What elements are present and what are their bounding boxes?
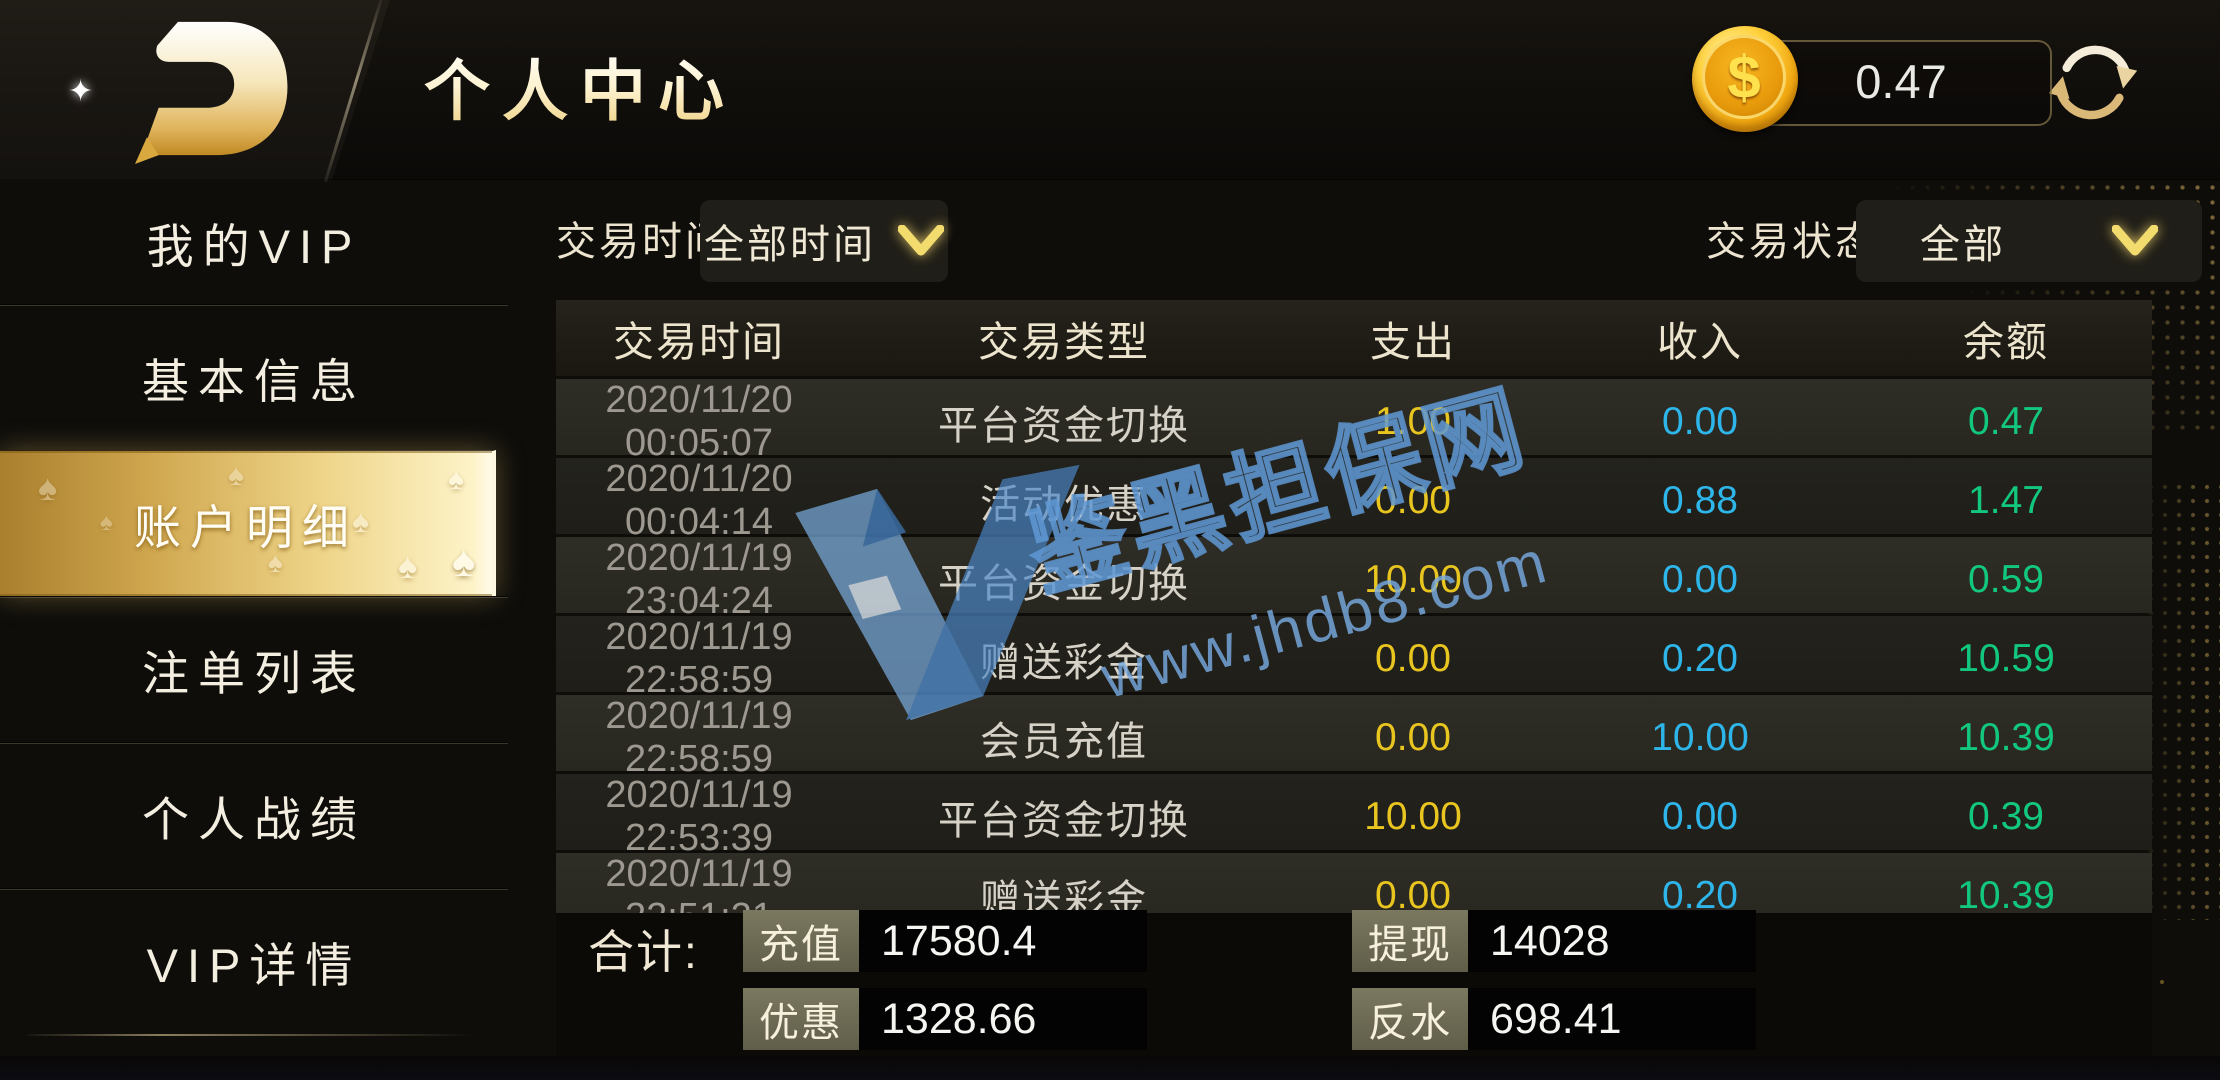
column-header-time: 交易时间 (613, 319, 785, 365)
column-header-expense: 支出 (1370, 319, 1456, 365)
cell-balance: 0.39 (1968, 795, 2044, 838)
spade-icon: ♠ (228, 459, 253, 492)
sidebar-bottom-divider (28, 1034, 474, 1036)
chevron-down-icon (2112, 225, 2158, 256)
cell-time: 2020/11/19 22:58:59 (605, 616, 793, 701)
column-header-balance: 余额 (1963, 319, 2049, 365)
top-bar: 个人中心 $ ✦ 0.47 (0, 0, 2220, 183)
cell-income: 0.00 (1662, 558, 1738, 601)
cell-expense: 1.00 (1375, 400, 1451, 443)
cell-time: 2020/11/20 00:04:14 (605, 458, 793, 543)
rebate-total-value: 698.41 (1468, 988, 1756, 1050)
coin-dollar-symbol: $ (1702, 35, 1786, 119)
table-row: 2020/11/19 22:53:39 平台资金切换 10.00 0.00 0.… (556, 774, 2152, 859)
cell-type: 活动优惠 (980, 483, 1148, 527)
cell-type: 会员充值 (980, 720, 1148, 764)
cell-balance: 10.39 (1957, 874, 2055, 913)
deposit-total-label: 充值 (743, 910, 859, 972)
cell-expense: 0.00 (1375, 874, 1451, 913)
cell-balance: 10.59 (1957, 637, 2055, 680)
spade-icon: ♠ (448, 463, 473, 496)
sidebar-item-label: 基本信息 (142, 355, 366, 408)
cell-expense: 0.00 (1375, 716, 1451, 759)
cell-expense: 0.00 (1375, 479, 1451, 522)
transaction-time-filter-label: 交易时间 (556, 220, 728, 264)
table-row: 2020/11/19 22:58:59 会员充值 0.00 10.00 10.3… (556, 695, 2152, 780)
cell-expense: 10.00 (1364, 795, 1462, 838)
cell-expense: 0.00 (1375, 637, 1451, 680)
page-title: 个人中心 (424, 0, 736, 180)
cell-type: 平台资金切换 (938, 799, 1190, 843)
cell-type: 赠送彩金 (980, 878, 1148, 913)
chevron-down-icon (898, 225, 944, 256)
cell-balance: 10.39 (1957, 716, 2055, 759)
table-row: 2020/11/19 22:51:21 赠送彩金 0.00 0.20 10.39 (556, 853, 2152, 913)
bottom-strip (0, 1056, 2220, 1080)
sidebar-item-personal-record[interactable]: 个人战绩 (0, 742, 508, 888)
sidebar-item-basic-info[interactable]: 基本信息 (0, 304, 508, 450)
total-label: 合计: (588, 926, 699, 978)
table-header-row: 交易时间 交易类型 支出 收入 余额 (556, 300, 2152, 376)
table-row: 2020/11/19 23:04:24 平台资金切换 10.00 0.00 0.… (556, 537, 2152, 622)
cell-income: 0.20 (1662, 637, 1738, 680)
cell-income: 0.20 (1662, 874, 1738, 913)
cell-income: 0.00 (1662, 400, 1738, 443)
bonus-total-value: 1328.66 (859, 988, 1147, 1050)
table-row: 2020/11/20 00:04:14 活动优惠 0.00 0.88 1.47 (556, 458, 2152, 543)
transaction-status-dropdown[interactable]: 全部 (1856, 200, 2202, 282)
sidebar-nav: 我的VIP 基本信息 ♠ ♠ ♠ ♠ ♠ ♠ ♠ ♠ 账户明细 注单列表 个人战… (0, 180, 508, 1040)
sidebar-item-bet-list[interactable]: 注单列表 (0, 596, 508, 742)
cell-balance: 0.59 (1968, 558, 2044, 601)
transaction-time-dropdown-value: 全部时间 (704, 223, 876, 267)
spade-icon: ♠ (38, 467, 67, 508)
cell-balance: 0.47 (1968, 400, 2044, 443)
cell-time: 2020/11/20 00:05:07 (605, 379, 793, 464)
cell-income: 0.88 (1662, 479, 1738, 522)
transaction-status-filter-label: 交易状态 (1706, 220, 1878, 264)
cell-time: 2020/11/19 23:04:24 (605, 537, 793, 622)
sidebar-item-account-details[interactable]: ♠ ♠ ♠ ♠ ♠ ♠ ♠ ♠ 账户明细 (0, 450, 496, 596)
balance-display: 0.47 (1750, 40, 2052, 126)
sidebar-item-label: 我的VIP (146, 219, 362, 273)
transaction-time-dropdown[interactable]: 全部时间 (700, 200, 948, 282)
cell-time: 2020/11/19 22:53:39 (605, 774, 793, 859)
spade-icon: ♠ (100, 509, 122, 536)
withdraw-total-value: 14028 (1468, 910, 1756, 972)
cell-type: 平台资金切换 (938, 404, 1190, 448)
sidebar-item-my-vip[interactable]: 我的VIP (0, 180, 508, 304)
app-logo-icon (135, 21, 288, 164)
rebate-total-label: 反水 (1352, 988, 1468, 1050)
coin-icon: $ (1692, 26, 1798, 132)
cell-type: 赠送彩金 (980, 641, 1148, 685)
cell-balance: 1.47 (1968, 479, 2044, 522)
cell-income: 10.00 (1651, 716, 1749, 759)
refresh-button[interactable] (2046, 34, 2140, 128)
sidebar-item-label: 账户明细 (134, 501, 358, 554)
transaction-status-dropdown-value: 全部 (1920, 223, 2006, 267)
withdraw-total-label: 提现 (1352, 910, 1468, 972)
cell-income: 0.00 (1662, 795, 1738, 838)
transaction-list: 2020/11/20 00:05:07 平台资金切换 1.00 0.00 0.4… (556, 379, 2152, 913)
cell-time: 2020/11/19 22:58:59 (605, 695, 793, 780)
bonus-total-label: 优惠 (743, 988, 859, 1050)
sidebar-item-label: 个人战绩 (142, 793, 366, 846)
cell-type: 平台资金切换 (938, 562, 1190, 606)
cell-time: 2020/11/19 22:51:21 (605, 853, 793, 913)
table-row: 2020/11/19 22:58:59 赠送彩金 0.00 0.20 10.59 (556, 616, 2152, 701)
sidebar-item-vip-details[interactable]: VIP详情 (0, 888, 508, 1034)
deposit-total-value: 17580.4 (859, 910, 1147, 972)
coin-sparkle-icon: ✦ (68, 75, 94, 108)
column-header-income: 收入 (1657, 319, 1743, 365)
column-header-type: 交易类型 (978, 319, 1150, 365)
spade-icon: ♠ (452, 537, 485, 586)
sidebar-item-label: VIP详情 (146, 939, 362, 992)
cell-expense: 10.00 (1364, 558, 1462, 601)
spade-icon: ♠ (398, 545, 427, 586)
table-row: 2020/11/20 00:05:07 平台资金切换 1.00 0.00 0.4… (556, 379, 2152, 464)
sidebar-item-label: 注单列表 (142, 647, 366, 700)
